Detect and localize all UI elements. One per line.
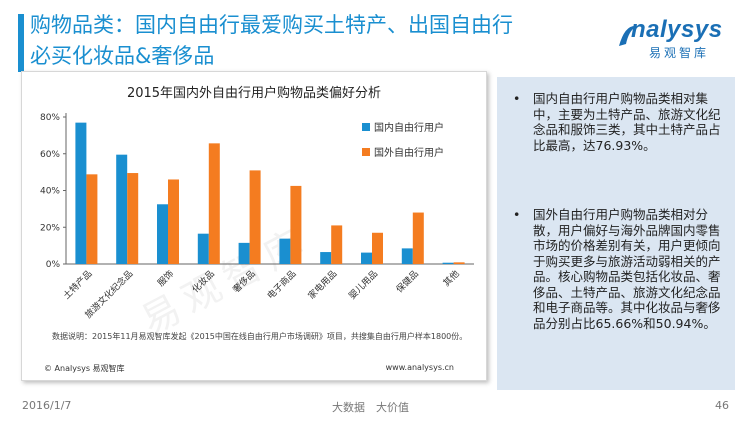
chart-data-note: 数据说明：2015年11月易观智库发起《2015中国在线自由行用户市场调研》项目… — [52, 332, 468, 341]
x-tick-label: 土特产品 — [61, 268, 95, 302]
page-title-line-2: 必买化妆品&奢侈品 — [30, 44, 215, 68]
bar-overseas — [86, 174, 98, 264]
title-accent-bar — [18, 14, 24, 72]
legend-label: 国内自由行用户 — [374, 121, 444, 134]
chart-title: 2015年国内外自由行用户购物品类偏好分析 — [126, 86, 382, 101]
chart-source-url: www.analysys.cn — [385, 363, 454, 372]
y-tick-label: 0% — [46, 260, 61, 270]
analysys-logo: nalysys 易观智库 — [617, 16, 737, 62]
x-tick-label: 奢侈品 — [230, 268, 258, 296]
bar-overseas — [412, 212, 424, 264]
bar-domestic — [401, 248, 413, 264]
x-tick-label: 电子商品 — [265, 268, 299, 302]
bar-overseas — [127, 173, 139, 264]
bar-overseas — [453, 262, 465, 264]
x-tick-label: 保健品 — [393, 268, 421, 296]
bar-overseas — [290, 185, 302, 264]
bar-domestic — [116, 154, 128, 264]
bar-overseas — [331, 225, 343, 264]
bullet-icon: • — [513, 91, 521, 106]
y-tick-label: 40% — [40, 187, 60, 197]
chart-source-label: © Analysys 易观智库 — [44, 364, 125, 373]
bar-domestic — [279, 238, 291, 264]
bar-overseas — [208, 143, 220, 264]
x-tick-label: 服饰 — [155, 268, 176, 289]
insight-text: 国外自由行用户购物品类相对分散，用户偏好与海外品牌国内零售市场的价格差别有关，用… — [533, 207, 721, 331]
logo-subtitle: 易观智库 — [649, 46, 710, 60]
legend-swatch — [362, 148, 370, 156]
insight-item-domestic: • 国内自由行用户购物品类相对集中，主要为土特产品、旅游文化纪念品和服饰三类，其… — [511, 91, 723, 153]
x-tick-label: 其他 — [440, 268, 461, 289]
bar-domestic — [157, 204, 168, 264]
footer-date: 2016/1/7 — [22, 399, 72, 412]
footer-page-number: 46 — [715, 399, 729, 412]
insight-item-overseas: • 国外自由行用户购物品类相对分散，用户偏好与海外品牌国内零售市场的价格差别有关… — [511, 207, 723, 331]
page-title: 购物品类：国内自由行最爱购买土特产、出国自由行 必买化妆品&奢侈品 — [30, 10, 620, 72]
bullet-icon: • — [513, 207, 521, 222]
x-tick-label: 婴儿用品 — [347, 268, 380, 301]
x-tick-label: 家电用品 — [305, 268, 339, 302]
y-tick-label: 60% — [40, 150, 60, 160]
y-tick-label: 20% — [40, 223, 60, 233]
legend-swatch — [362, 123, 370, 131]
y-tick-label: 80% — [40, 113, 60, 123]
insights-panel: • 国内自由行用户购物品类相对集中，主要为土特产品、旅游文化纪念品和服饰三类，其… — [497, 77, 735, 390]
footer-slogan: 大数据 大价值 — [332, 401, 409, 414]
insight-text: 国内自由行用户购物品类相对集中，主要为土特产品、旅游文化纪念品和服饰三类，其中土… — [533, 91, 721, 153]
chart-panel: 2015年国内外自由行用户购物品类偏好分析 易观智库 0% 20% 40% 60% 80… — [21, 71, 487, 381]
bar-domestic — [320, 252, 332, 264]
bar-overseas — [249, 170, 261, 264]
bar-domestic — [238, 242, 250, 264]
legend-label: 国外自由行用户 — [374, 146, 444, 159]
logo-swoosh-icon — [619, 25, 637, 46]
x-tick-label: 化妆品 — [189, 268, 217, 296]
bar-domestic — [75, 122, 87, 264]
bar-overseas — [168, 179, 179, 264]
bar-domestic — [442, 262, 454, 264]
page-title-line-1: 购物品类：国内自由行最爱购买土特产、出国自由行 — [30, 13, 513, 37]
bar-domestic — [361, 252, 372, 264]
logo-wordmark: nalysys — [631, 16, 723, 43]
bar-overseas — [372, 232, 383, 264]
bar-domestic — [197, 233, 209, 264]
